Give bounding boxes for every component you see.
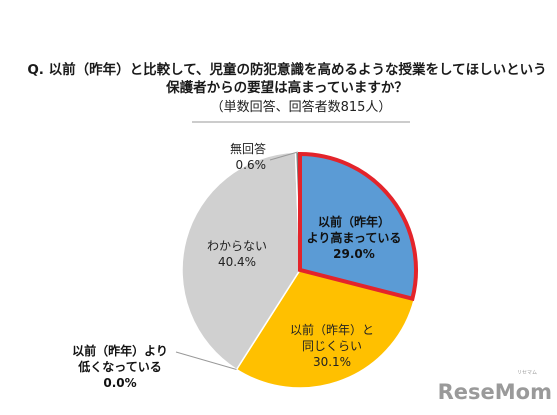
slice-label: 以前（昨年）より (72, 343, 168, 358)
pie-slice (181, 151, 301, 371)
pie-slices (181, 151, 419, 389)
chart-subtitle: （単数回答、回答者数815人） (211, 99, 392, 115)
slice-label: 同じくらい (302, 339, 362, 353)
slice-value-label: 30.1% (313, 355, 351, 369)
leader-lines (175, 151, 298, 370)
chart-title: Q. 以前（昨年）と比較して、児童の防犯意識を高めるような授業をしてほしいという… (27, 61, 546, 96)
logo-subtext: リセマム (517, 370, 537, 376)
slice-label: より高まっている (307, 230, 402, 245)
slice-label: わからない (207, 239, 267, 253)
leader-line (175, 351, 237, 370)
slice-value-label: 0.6% (236, 158, 267, 172)
slice-label: 無回答 (230, 141, 266, 156)
pie-slice (235, 269, 416, 389)
chart-title-line: Q. 以前（昨年）と比較して、児童の防犯意識を高めるような授業をしてほしいという (27, 61, 546, 78)
slice-label: 以前（昨年） (318, 214, 390, 229)
logo-text: ReseMom (438, 380, 552, 404)
slice-label: 以前（昨年）と (290, 322, 374, 337)
highlight-outline (298, 151, 418, 302)
slice-value-label: 0.0% (103, 376, 136, 390)
slice-label: 低くなっている (77, 359, 161, 374)
slice-value-label: 40.4% (218, 255, 256, 269)
slice-value-label: 29.0% (333, 247, 375, 261)
leader-line (269, 151, 298, 161)
chart-title-line: 保護者からの要望は高まっていますか？ (165, 79, 408, 96)
resemom-logo: ReseMom リセマム (438, 370, 552, 404)
